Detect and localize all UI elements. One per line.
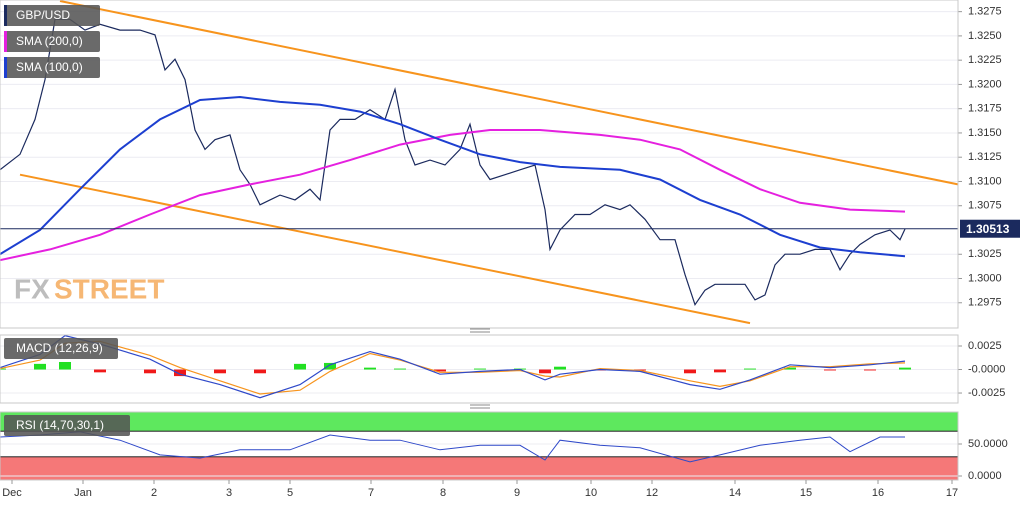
x-tick-label: 10	[585, 487, 597, 499]
legend-swatch	[4, 5, 7, 26]
histogram-bar	[34, 363, 46, 370]
y-tick-label: 1.3000	[968, 272, 1002, 284]
histogram-bar	[539, 369, 551, 374]
histogram-bar	[254, 369, 266, 374]
x-tick-label: 15	[800, 487, 812, 499]
legend-swatch	[4, 57, 7, 78]
y-tick-label: 1.3225	[968, 54, 1002, 66]
histogram-bar	[364, 367, 376, 370]
sma-line	[0, 95, 906, 258]
y-tick-label: 1.3075	[968, 200, 1002, 212]
x-tick-label: 12	[646, 487, 658, 499]
y-tick-label: 1.3275	[968, 6, 1002, 18]
sma-line	[0, 129, 906, 262]
x-tick-label: 3	[226, 487, 232, 499]
oversold-zone	[0, 456, 959, 481]
histogram-bar	[324, 362, 336, 370]
histogram-bar	[554, 366, 566, 370]
y-tick-label: 1.3125	[968, 151, 1002, 163]
legend-label: RSI (14,70,30,1)	[16, 418, 104, 432]
channel-line	[19, 173, 751, 325]
x-tick-label: 14	[729, 487, 741, 499]
y-tick-label: 1.3100	[968, 175, 1002, 187]
rsi-line	[0, 431, 905, 463]
legend-box	[4, 415, 130, 436]
histogram-bar	[899, 367, 911, 370]
histogram-bar	[864, 369, 876, 371]
legend-label: SMA (100,0)	[16, 60, 83, 74]
histogram-bar	[214, 369, 226, 374]
x-tick-label: Dec	[2, 487, 22, 499]
legend-box	[4, 31, 100, 52]
histogram-bar	[144, 369, 156, 374]
histogram-bar	[294, 363, 306, 370]
x-tick-label: Jan	[74, 487, 92, 499]
x-tick-label: 17	[946, 487, 958, 499]
price-line	[0, 18, 906, 307]
legend-box	[4, 338, 118, 359]
y-tick-label: 0.0025	[968, 340, 1002, 352]
x-tick-label: 2	[151, 487, 157, 499]
histogram-bar	[174, 369, 186, 377]
y-tick-label: 1.3175	[968, 103, 1002, 115]
y-tick-label: -0.0025	[968, 387, 1005, 399]
x-tick-label: 5	[287, 487, 293, 499]
y-tick-label: 1.2975	[968, 297, 1002, 309]
macd-line	[0, 335, 906, 399]
histogram-bar	[0, 368, 6, 370]
legend-box	[4, 57, 100, 78]
x-tick-label: 8	[440, 487, 446, 499]
y-tick-label: 50.0000	[968, 438, 1008, 450]
histogram-bar	[474, 368, 486, 370]
histogram-bar	[59, 361, 71, 370]
legend-box	[4, 5, 100, 26]
overbought-zone	[0, 411, 959, 432]
histogram-bar	[744, 368, 756, 370]
x-tick-label: 7	[368, 487, 374, 499]
y-tick-label: -0.0000	[968, 363, 1005, 375]
histogram-bar	[714, 369, 726, 373]
histogram-bar	[784, 367, 796, 370]
histogram-bar	[824, 369, 836, 371]
y-tick-label: 1.3250	[968, 30, 1002, 42]
histogram-bar	[94, 369, 106, 373]
legend-label: MACD (12,26,9)	[16, 341, 103, 355]
legend-label: GBP/USD	[16, 8, 70, 22]
y-tick-label: 0.0000	[968, 470, 1002, 482]
x-tick-label: 16	[872, 487, 884, 499]
x-tick-label: 9	[514, 487, 520, 499]
last-price-label: 1.30513	[966, 222, 1010, 236]
legend-label: SMA (200,0)	[16, 34, 83, 48]
histogram-bar	[394, 368, 406, 370]
y-tick-label: 1.3150	[968, 127, 1002, 139]
channel-line	[59, 0, 959, 186]
legend-swatch	[4, 31, 7, 52]
last-price-box	[960, 219, 1020, 238]
histogram-bar	[434, 369, 446, 372]
histogram-bar	[684, 369, 696, 374]
y-tick-label: 1.3200	[968, 78, 1002, 90]
y-tick-label: 1.3025	[968, 248, 1002, 260]
